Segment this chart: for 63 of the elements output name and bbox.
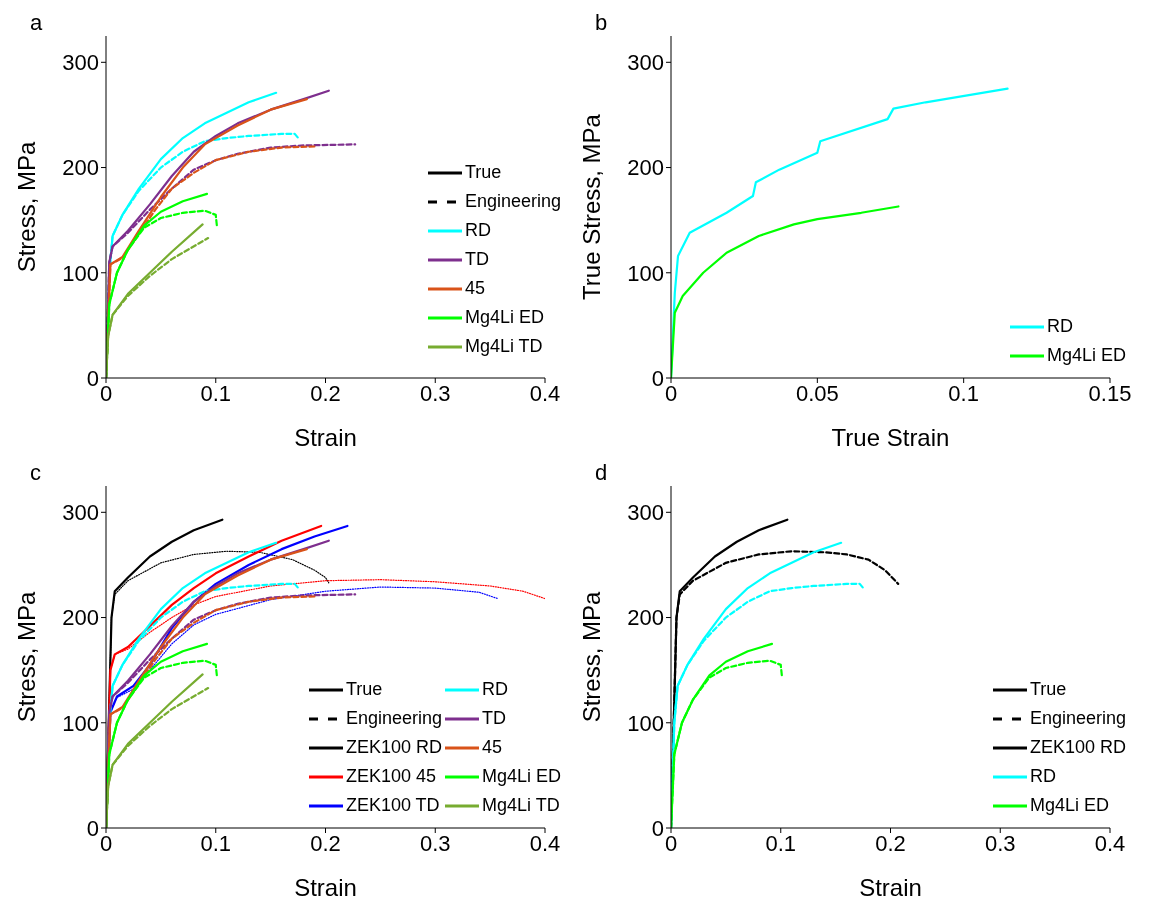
legend-label: ZEK100 RD (345, 737, 442, 758)
y-tick-label: 200 (62, 155, 99, 181)
legend-label: 45 (481, 737, 502, 758)
legend-label: ZEK100 RD (1029, 737, 1126, 758)
legend-label: ZEK100 45 (345, 766, 436, 787)
x-tick-label: 0.1 (948, 380, 979, 406)
legend-label: Mg4Li ED (1046, 345, 1126, 366)
legend-label: Engineering (345, 708, 442, 729)
y-tick-label: 200 (627, 605, 664, 631)
x-tick-label: 0.4 (1094, 830, 1126, 856)
x-tick-label: 0.4 (529, 830, 561, 856)
legend-label: True (345, 679, 383, 700)
legend-label: RD (481, 679, 508, 700)
y-tick-label: 100 (62, 710, 99, 736)
x-tick-label: 0.1 (200, 830, 232, 856)
x-tick-label: 0.2 (875, 830, 906, 856)
y-tick-label: 100 (62, 260, 99, 286)
legend-label: Mg4Li ED (1029, 795, 1109, 816)
legend-label: ZEK100 TD (345, 795, 440, 816)
y-tick-label: 300 (62, 500, 99, 526)
chart-title: c (30, 460, 41, 486)
legend-label: Mg4Li TD (481, 795, 560, 816)
legend-label: Mg4Li TD (464, 336, 543, 357)
y-axis-title: Stress, MPa (12, 141, 40, 273)
chart-title: d (595, 460, 608, 486)
x-tick-label: 0.4 (529, 380, 561, 406)
legend-label: Engineering (464, 191, 561, 212)
y-axis-title: Stress, MPa (577, 591, 605, 723)
y-tick-label: 300 (627, 500, 664, 526)
x-tick-label: 0.05 (795, 380, 839, 406)
y-tick-label: 300 (62, 50, 99, 76)
x-tick-label: 0.1 (200, 380, 232, 406)
legend-label: True (1029, 679, 1067, 700)
legend-label: Mg4Li ED (481, 766, 561, 787)
x-axis-title: Strain (859, 874, 922, 901)
x-axis-title: Strain (294, 424, 357, 451)
legend-label: Engineering (1029, 708, 1126, 729)
legend-label: TD (481, 708, 506, 729)
y-axis-title: True Stress, MPa (577, 113, 605, 300)
x-tick-label: 0.15 (1088, 380, 1132, 406)
x-tick-label: 0.1 (765, 830, 797, 856)
y-tick-label: 100 (627, 260, 664, 286)
legend-label: 45 (464, 278, 485, 299)
x-axis-title: True Strain (831, 424, 950, 451)
x-tick-label: 0.3 (419, 380, 451, 406)
y-tick-label: 200 (627, 155, 664, 181)
y-axis-title: Stress, MPa (12, 591, 40, 723)
y-tick-label: 100 (627, 710, 664, 736)
legend-label: Mg4Li ED (464, 307, 544, 328)
x-tick-label: 0.2 (310, 830, 341, 856)
x-tick-label: 0.3 (419, 830, 451, 856)
chart-title: b (595, 10, 608, 36)
y-tick-label: 200 (62, 605, 99, 631)
legend-label: RD (464, 220, 491, 241)
legend-label: RD (1046, 316, 1073, 337)
x-tick-label: 0.3 (984, 830, 1016, 856)
legend-label: RD (1029, 766, 1056, 787)
x-axis-title: Strain (294, 874, 357, 901)
x-tick-label: 0.2 (310, 380, 341, 406)
legend-label: True (464, 162, 502, 183)
legend-label: TD (464, 249, 489, 270)
y-tick-label: 300 (627, 50, 664, 76)
chart-title: a (30, 10, 43, 36)
